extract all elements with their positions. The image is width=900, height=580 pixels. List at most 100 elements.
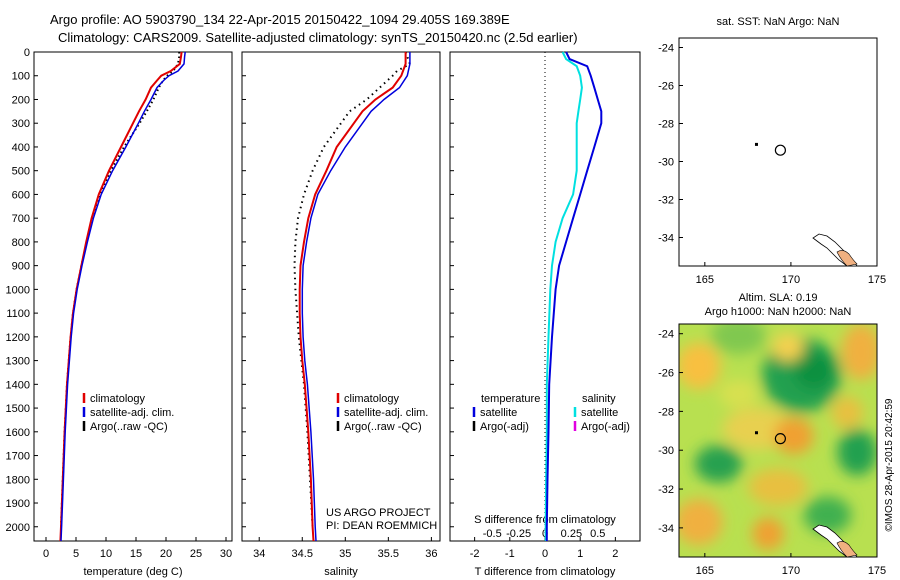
sla-anomaly-blob [748, 468, 808, 506]
depth-tick-label: 1000 [6, 284, 30, 296]
depth-tick-label: 1600 [6, 427, 30, 439]
sla-map-previous-position-marker [754, 431, 758, 435]
difference-legend-temperature-title: temperature [481, 393, 540, 405]
sst-map-latitude-label: -28 [658, 119, 674, 131]
depth-tick-label: 1300 [6, 356, 30, 368]
temperature-legend-satellite-label: satellite-adj. clim. [90, 407, 174, 419]
depth-tick-label: 400 [12, 142, 30, 154]
temperature-xtick-label: 30 [220, 548, 232, 560]
depth-tick-label: 200 [12, 94, 30, 106]
difference-xtick-label: -1 [505, 548, 515, 560]
salinity-difference-tick-label: 0.25 [561, 528, 582, 540]
temperature-satellite-line [60, 51, 186, 542]
depth-tick-label: 700 [12, 213, 30, 225]
depth-tick-label: 1200 [6, 332, 30, 344]
depth-tick-label: 1700 [6, 451, 30, 463]
sst-map-longitude-label: 170 [782, 274, 800, 286]
sla-map-land-patch [836, 541, 858, 558]
depth-tick-label: 1100 [6, 308, 30, 320]
temperature-legend-argo-label: Argo(..raw -QC) [90, 421, 168, 433]
sla-map-frame [678, 323, 878, 558]
sla-map-title: Altim. SLA: 0.19 [739, 292, 818, 304]
sla-anomaly-blob [772, 333, 804, 362]
sla-map-latitude-label: -24 [658, 329, 674, 341]
temperature-xtick-label: 15 [130, 548, 142, 560]
sla-anomaly-blob [803, 496, 852, 534]
depth-tick-label: 1800 [6, 474, 30, 486]
salinity-satellite-line [301, 52, 411, 542]
salinity-difference-tick-label: 0.5 [590, 528, 605, 540]
difference-legend-sal-argo-label: Argo(-adj) [581, 421, 630, 433]
salinity-difference-tick-label: -0.25 [506, 528, 531, 540]
sla-anomaly-blob [679, 342, 721, 390]
depth-tick-label: 0 [24, 47, 30, 59]
temperature-xtick-label: 0 [43, 548, 49, 560]
temperature-difference-axis-label: T difference from climatology [475, 566, 616, 578]
sla-anomaly-blob [718, 379, 759, 408]
plot-title: Argo profile: AO 5903790_134 22-Apr-2015… [50, 12, 510, 27]
sla-anomaly-blob [694, 445, 743, 483]
sst-map-land-patch [836, 250, 858, 267]
depth-tick-label: 1900 [6, 498, 30, 510]
temperature-difference-satellite-line [545, 51, 603, 541]
imos-credit: ©IMOS 28-Apr-2015 20:42:59 [884, 398, 895, 531]
sla-anomaly-blob [752, 517, 784, 551]
difference-xtick-label: -2 [470, 548, 480, 560]
salinity-legend-climatology-label: climatology [344, 393, 400, 405]
depth-tick-label: 1500 [6, 403, 30, 415]
sla-anomaly-blob [710, 324, 767, 355]
salinity-difference-tick-label: -0.5 [483, 528, 502, 540]
pi-annotation: PI: DEAN ROEMMICH [326, 520, 437, 532]
plot-subtitle: Climatology: CARS2009. Satellite-adjuste… [58, 30, 578, 45]
sla-map-longitude-label: 170 [782, 565, 800, 577]
temperature-argo-line [60, 52, 181, 527]
salinity-axis-label: salinity [324, 566, 358, 578]
salinity-panel-frame [241, 51, 441, 542]
salinity-xtick-label: 34.5 [292, 548, 313, 560]
difference-xtick-label: 0 [542, 548, 548, 560]
temperature-panel-frame [33, 51, 233, 542]
sla-heatmap [679, 324, 877, 557]
temperature-xtick-label: 5 [73, 548, 79, 560]
difference-legend-salinity-title: salinity [582, 393, 616, 405]
salinity-xtick-label: 34 [253, 548, 265, 560]
sla-map-latitude-label: -34 [658, 523, 674, 535]
difference-xtick-label: 1 [577, 548, 583, 560]
sla-map-argo-position-marker [774, 433, 786, 445]
temperature-climatology-line [59, 51, 183, 542]
depth-tick-label: 800 [12, 237, 30, 249]
depth-tick-label: 2000 [6, 522, 30, 534]
sst-map-previous-position-marker [754, 142, 758, 146]
sla-map-longitude-label: 175 [868, 565, 886, 577]
difference-xtick-label: 2 [612, 548, 618, 560]
sla-anomaly-blob [841, 324, 877, 380]
sst-map-longitude-label: 175 [868, 274, 886, 286]
sla-map-latitude-label: -28 [658, 406, 674, 418]
salinity-xtick-label: 35.5 [378, 548, 399, 560]
sla-map-longitude-label: 165 [696, 565, 714, 577]
sla-anomaly-blob [837, 428, 877, 476]
temperature-xtick-label: 10 [100, 548, 112, 560]
sst-map-argo-position-marker [774, 144, 786, 156]
sla-anomaly-blob [679, 498, 723, 546]
sst-map-longitude-label: 165 [696, 274, 714, 286]
salinity-climatology-line [298, 52, 407, 542]
temperature-xtick-label: 20 [160, 548, 172, 560]
salinity-xtick-label: 36 [425, 548, 437, 560]
salinity-legend-satellite-label: satellite-adj. clim. [344, 407, 428, 419]
sla-heatmap-blobs [679, 324, 877, 551]
sla-map-subtitle: Argo h1000: NaN h2000: NaN [705, 306, 852, 318]
sla-map-latitude-label: -26 [658, 368, 674, 380]
depth-tick-label: 500 [12, 166, 30, 178]
sst-map-latitude-label: -34 [658, 233, 674, 245]
sla-anomaly-blob [831, 396, 864, 429]
depth-tick-label: 900 [12, 261, 30, 273]
difference-legend-temp-argo-label: Argo(-adj) [480, 421, 529, 433]
temperature-legend-climatology-label: climatology [90, 393, 146, 405]
temperature-axis-label: temperature (deg C) [83, 566, 182, 578]
difference-legend-sal-satellite-label: satellite [581, 407, 618, 419]
sst-map-frame [678, 37, 878, 267]
salinity-legend-argo-label: Argo(..raw -QC) [344, 421, 422, 433]
sla-map-latitude-label: -30 [658, 445, 674, 457]
